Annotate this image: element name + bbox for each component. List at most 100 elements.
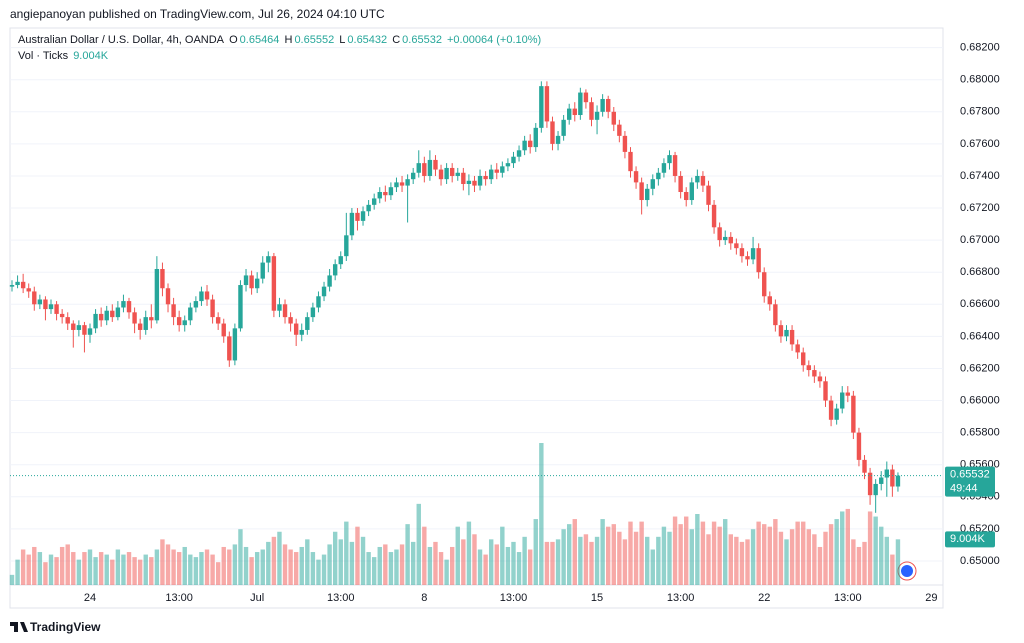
candle-body	[600, 98, 605, 112]
y-tick-label: 0.66200	[960, 362, 1000, 374]
candle-body	[812, 370, 817, 377]
candle-body	[527, 140, 533, 148]
volume-bar	[828, 524, 834, 585]
candle-body	[176, 317, 182, 326]
candle-body	[567, 108, 572, 120]
volume-bar	[823, 531, 828, 585]
candle-body	[15, 281, 20, 286]
x-tick-label: 29	[925, 592, 937, 604]
candle-body	[633, 171, 639, 183]
candle-body	[583, 92, 589, 103]
volume-bar	[856, 546, 862, 585]
candle-body	[316, 296, 321, 308]
volume-bar	[238, 529, 243, 585]
volume-bar	[723, 519, 728, 585]
volume-last-box	[945, 531, 995, 548]
candle-body	[243, 275, 249, 286]
volume-bar	[845, 508, 850, 585]
volume-bar	[767, 526, 772, 585]
candle-body	[594, 111, 600, 120]
candle-body	[9, 285, 15, 287]
candle-body	[884, 469, 890, 478]
candle-body	[823, 381, 828, 401]
candle-body	[723, 236, 728, 241]
candle-body	[344, 235, 349, 257]
candle-body	[227, 336, 232, 361]
volume-bar	[249, 557, 254, 585]
volume-bar	[867, 511, 873, 585]
volume-bar	[890, 554, 895, 585]
volume-bar	[371, 557, 377, 585]
volume-bar	[110, 559, 115, 585]
candle-body	[617, 124, 622, 136]
candle-body	[182, 320, 187, 326]
candle-body	[193, 301, 199, 308]
y-tick-label: 0.66400	[960, 330, 1000, 342]
volume-bar	[444, 559, 449, 585]
volume-bar	[645, 536, 650, 585]
volume-bar	[806, 529, 811, 585]
volume-bar	[210, 554, 215, 585]
volume-bar	[32, 546, 37, 585]
candle-body	[43, 299, 48, 310]
candle-body	[466, 180, 472, 184]
candle-body	[606, 98, 611, 112]
candle-body	[611, 111, 616, 125]
volume-bar	[695, 514, 700, 585]
volume-bar	[544, 541, 550, 585]
volume-bar	[299, 546, 304, 585]
candle-body	[717, 227, 722, 241]
volume-bar	[606, 526, 611, 585]
candle-body	[522, 140, 527, 151]
volume-bar	[789, 529, 795, 585]
candle-body	[778, 325, 784, 337]
legend-change: +0.00064 (+0.10%)	[447, 34, 542, 46]
candle-body	[137, 323, 143, 330]
candle-body	[405, 179, 410, 186]
candle-body	[332, 264, 338, 276]
volume-bar	[472, 534, 477, 585]
volume-bar	[449, 546, 455, 585]
volume-bar	[812, 534, 817, 585]
candle-body	[121, 301, 126, 308]
candle-body	[249, 275, 254, 289]
candle-body	[277, 304, 282, 311]
candle-body	[238, 285, 243, 329]
flag-icon	[897, 561, 917, 581]
candle-body	[589, 102, 594, 120]
candle-body	[433, 159, 438, 170]
volume-bar	[143, 554, 148, 585]
publisher-line: angiepanoyan published on TradingView.co…	[10, 7, 385, 21]
candle-body	[338, 256, 343, 265]
candle-body	[20, 281, 26, 289]
volume-bar	[71, 552, 76, 585]
countdown: 49:44	[950, 483, 978, 495]
candle-body	[271, 256, 277, 311]
volume-bar	[656, 536, 661, 585]
candle-body	[327, 275, 332, 287]
candle-body	[483, 175, 488, 180]
volume-bar	[316, 559, 321, 585]
volume-bar	[851, 539, 856, 585]
candle-body	[82, 325, 87, 335]
candle-body	[555, 135, 561, 144]
volume-bar	[344, 521, 349, 585]
volume-bar	[266, 541, 271, 585]
volume-bar	[672, 516, 678, 585]
volume-bar	[639, 521, 644, 585]
candle-body	[288, 317, 293, 324]
volume-bar	[427, 546, 433, 585]
candle-body	[544, 86, 550, 122]
volume-bar	[383, 544, 388, 585]
candle-body	[561, 119, 566, 136]
volume-bar	[305, 539, 310, 585]
candle-body	[32, 291, 37, 305]
candle-body	[550, 121, 555, 144]
candle-body	[449, 167, 455, 176]
candle-body	[260, 262, 265, 279]
candle-body	[26, 288, 31, 292]
candle-body	[645, 188, 650, 201]
volume-bar	[232, 544, 238, 585]
volume-bar	[756, 521, 761, 585]
volume-bar	[82, 552, 87, 585]
